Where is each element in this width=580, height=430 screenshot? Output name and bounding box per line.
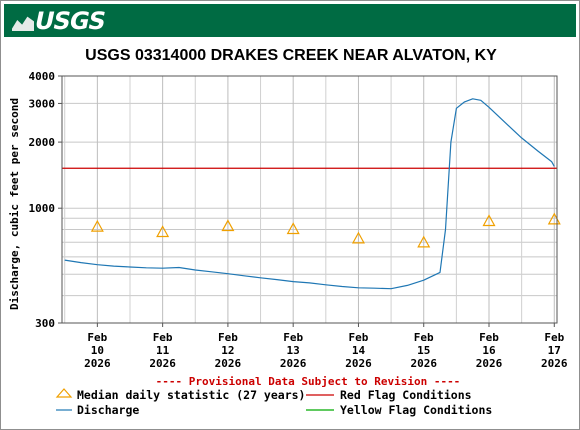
discharge-line: [64, 98, 555, 290]
y-tick-label: 1000: [29, 202, 56, 215]
x-tick-label: 2026: [280, 357, 307, 370]
chart-title: USGS 03314000 DRAKES CREEK NEAR ALVATON,…: [85, 47, 497, 64]
median-marker-3: [221, 219, 235, 232]
legend-red-flag-label: Red Flag Conditions: [340, 388, 472, 402]
y-tick-label: 300: [35, 317, 55, 330]
provisional-note: ---- Provisional Data Subject to Revisio…: [156, 375, 461, 388]
usgs-banner: USGS: [4, 4, 576, 37]
y-axis-label: Discharge, cubic feet per second: [8, 98, 21, 310]
x-tick-label: Feb: [349, 331, 369, 344]
x-tick-label: Feb: [479, 331, 499, 344]
median-marker-6: [417, 235, 431, 248]
median-marker-4: [286, 222, 300, 235]
x-tick-label: 2026: [345, 357, 372, 370]
legend: Median daily statistic (27 years) Red Fl…: [55, 388, 492, 417]
x-tick-label: 2026: [541, 357, 568, 370]
x-tick-label: Feb: [544, 331, 564, 344]
x-tick-label: 12: [221, 344, 234, 357]
legend-yellow-flag-label: Yellow Flag Conditions: [340, 403, 492, 417]
y-tick-label: 4000: [29, 70, 56, 83]
median-marker-2: [156, 225, 170, 238]
x-tick-label: Feb: [87, 331, 107, 344]
x-tick-label: 16: [482, 344, 496, 357]
plot-border: [61, 75, 558, 324]
legend-median-marker: [55, 388, 73, 398]
x-tick-label: 2026: [476, 357, 503, 370]
x-tick-label: 2026: [149, 357, 176, 370]
x-tick-label: 2026: [84, 357, 111, 370]
legend-discharge-label: Discharge: [77, 403, 139, 417]
x-tick-label: Feb: [218, 331, 238, 344]
x-tick-label: Feb: [153, 331, 173, 344]
x-tick-label: 2026: [215, 357, 242, 370]
x-tick-label: 14: [352, 344, 366, 357]
x-tick-label: 2026: [410, 357, 437, 370]
x-tick-label: 10: [91, 344, 104, 357]
y-tick-label: 3000: [29, 97, 56, 110]
x-tick-label: Feb: [414, 331, 434, 344]
plot-layer: 4000300020001000300Feb102026Feb112026Feb…: [29, 70, 568, 370]
median-marker-5: [351, 231, 365, 244]
median-marker-7: [482, 214, 496, 227]
x-tick-label: Feb: [283, 331, 303, 344]
x-tick-label: 13: [287, 344, 300, 357]
y-tick-label: 2000: [29, 136, 56, 149]
x-tick-label: 15: [417, 344, 430, 357]
median-marker-1: [90, 219, 104, 232]
plot-area: [62, 76, 557, 323]
x-tick-label: 11: [156, 344, 170, 357]
x-tick-label: 17: [548, 344, 561, 357]
legend-median-label: Median daily statistic (27 years): [77, 388, 305, 402]
